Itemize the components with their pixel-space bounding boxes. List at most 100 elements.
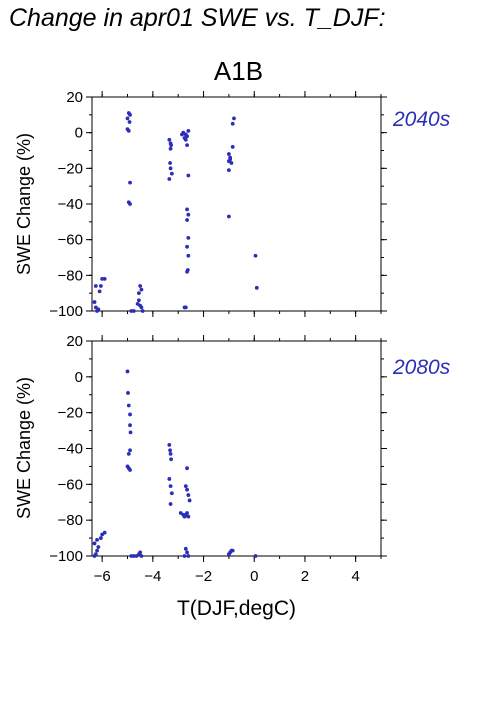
panel-1-ytick-label: −80 (58, 267, 83, 284)
panel-1-data-point (183, 137, 188, 142)
panel-2-data-point (186, 493, 191, 497)
panel-2-data-point (186, 554, 191, 558)
panel-2-period-label: 2080s (392, 356, 451, 379)
panel-1-y-axis-label: SWE Change (%) (14, 133, 34, 275)
panel-2-data-point (92, 541, 97, 546)
panel-1-data-point (168, 146, 173, 151)
main-title: Change in apr01 SWE vs. T_DJF: (9, 4, 386, 32)
panel-1-data-point (102, 277, 107, 281)
panel-1-data-point (228, 157, 233, 162)
panel-2-ytick-label: 20 (66, 333, 83, 350)
panel-2-data-point (125, 369, 130, 374)
panel-2-data-point (168, 448, 172, 453)
panel-1-data-point (98, 284, 103, 288)
panel-2-data-point (185, 466, 189, 471)
panel-1-data-point (185, 143, 189, 148)
panel-2-ytick-label: −100 (49, 548, 83, 565)
panel-1-data-point (226, 214, 231, 219)
panel-1-data-point (167, 177, 172, 181)
panel-2-data-point (168, 484, 173, 489)
panel-2-data-point (253, 554, 258, 558)
panel-1-data-point (253, 253, 258, 258)
panel-2-data-point (167, 477, 172, 481)
panel-2-data-point (102, 530, 107, 535)
panel-1-data-point (139, 287, 144, 292)
panel-1-ytick-label: 0 (75, 125, 83, 142)
panel-1-data-point (125, 116, 130, 121)
panel-2-data-point (183, 484, 188, 489)
panel-1-data-point (226, 152, 231, 156)
panel-1-period-label: 2040s (392, 108, 451, 131)
panel-2-data-point (168, 451, 173, 456)
panel-2-data-point (128, 430, 133, 435)
panel-1-data-point (230, 121, 235, 126)
scenario-title: A1B (213, 56, 264, 86)
panel-2-data-point (128, 423, 132, 428)
panel-1-ytick-label: −100 (49, 303, 83, 320)
panel-1-data-point (229, 161, 234, 165)
panel-1-data-point (167, 137, 172, 142)
panel-2-data-point (167, 443, 172, 447)
panel-1-data-point (186, 173, 191, 178)
panel-2-data-point (183, 546, 188, 551)
panel-2-data-point (138, 550, 143, 555)
panel-1-data-point (92, 300, 97, 304)
panel-2-data-point (93, 552, 98, 557)
panel-1-ytick-label: −40 (58, 196, 83, 213)
panel-2-data-point (185, 550, 189, 555)
panel-1-ytick-label: 20 (66, 89, 83, 106)
panel-2-data-point (126, 403, 131, 408)
panel-1-data-point (254, 285, 259, 290)
panel-2-ytick-label: −60 (58, 476, 83, 493)
panel-1-data-point (182, 305, 187, 310)
panel-2-y-axis-label: SWE Change (%) (14, 377, 34, 519)
panel-1-data-point (139, 305, 144, 310)
panel-2-xtick-label: −2 (195, 568, 212, 585)
panel-1-data-point (186, 253, 191, 258)
panel-2-xtick-label: −4 (144, 568, 161, 585)
panel-2-x-axis-label: T(DJF,degC) (177, 597, 296, 620)
panel-1-data-point (128, 180, 132, 185)
panel-2-data-point (182, 554, 187, 558)
panel-1-data-point (226, 168, 231, 173)
panel-2-data-point (230, 548, 235, 553)
panel-1-data-point (168, 161, 172, 165)
panel-2-data-point (98, 536, 103, 540)
panel-1-data-point (185, 207, 189, 212)
panel-2-data-point (95, 537, 99, 542)
panel-2-data-point (128, 448, 132, 453)
panel-2-data-point (185, 511, 189, 515)
panel-2-data-point (139, 554, 144, 558)
panel-2-data-point (169, 457, 173, 462)
panel-1-plot-frame (91, 96, 382, 312)
panel-1-data-point (169, 143, 173, 148)
panel-1-data-point (168, 166, 173, 171)
panel-1-data-point (185, 244, 189, 249)
panel-1-data-point (136, 291, 141, 296)
panel-2-data-point (126, 391, 130, 395)
panel-1-data-point (128, 202, 132, 206)
panel-1-data-point (96, 307, 101, 312)
panel-2-data-point (168, 502, 173, 506)
panel-1-data-point (126, 128, 131, 133)
panel-1-data-point (185, 269, 189, 274)
panel-2-ytick-label: 0 (75, 369, 83, 386)
panel-2-xtick-label: 4 (351, 568, 359, 585)
panel-2-data-point (96, 545, 101, 549)
panel-1-data-point (185, 218, 189, 222)
panel-1-data-point (138, 284, 143, 288)
panel-1-data-point (230, 145, 235, 149)
panel-1-data-point (131, 309, 136, 313)
panel-2-data-point (128, 412, 132, 417)
panel-2-ytick-label: −20 (58, 405, 83, 422)
panel-1-data-point (186, 212, 191, 217)
panel-2-xtick-label: 2 (301, 568, 309, 585)
panel-1-data-point (97, 289, 102, 294)
panel-2-data-point (169, 491, 174, 496)
panel-1-data-point (140, 309, 145, 313)
panel-1-data-point (128, 112, 132, 117)
panel-1-data-point (169, 171, 174, 176)
panel-1-data-point (185, 134, 189, 139)
panel-2-data-point (95, 548, 99, 553)
